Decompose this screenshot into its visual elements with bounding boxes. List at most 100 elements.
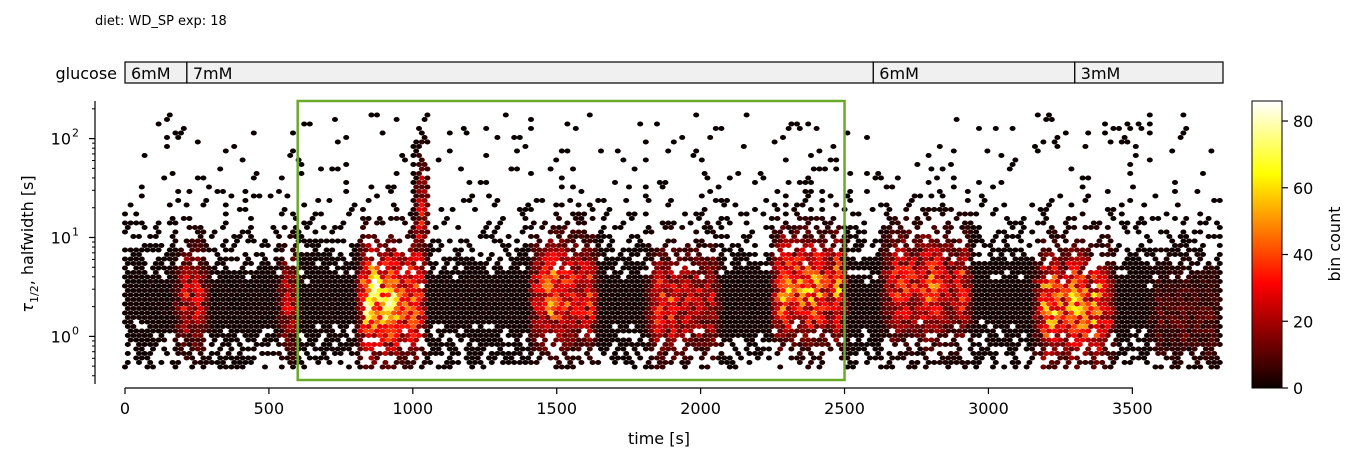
hexbin-cell [973, 364, 980, 370]
hexbin-cell [522, 261, 529, 266]
hexbin-cell [407, 274, 414, 280]
hexbin-cell [690, 153, 697, 158]
hexbin-cell [948, 351, 954, 356]
hexbin-cell [875, 288, 882, 293]
hexbin-cell [805, 121, 812, 127]
hexbin-cell [360, 270, 366, 275]
hexbin-cell [500, 324, 506, 329]
hexbin-cell [220, 225, 226, 230]
hexbin-cell [914, 252, 921, 257]
hexbin-cell [334, 319, 341, 325]
hexbin-cell [808, 297, 814, 302]
hexbin-cell [746, 324, 753, 329]
hexbin-cell [1093, 279, 1100, 284]
hexbin-cell [186, 225, 193, 230]
hexbin-cell [301, 283, 308, 289]
hexbin-cell [701, 297, 708, 302]
hexbin-cell [435, 157, 442, 163]
hexbin-cell [217, 256, 224, 262]
hexbin-cell [922, 301, 929, 307]
hexbin-cell [155, 319, 162, 325]
hexbin-cell [284, 274, 291, 280]
hexbin-cell [1071, 306, 1078, 311]
hexbin-cell [276, 234, 282, 239]
hexbin-cell [788, 283, 795, 289]
hexbin-cell [477, 261, 484, 266]
hexbin-cell [883, 265, 890, 271]
hexbin-cell [208, 333, 215, 338]
hexbin-cell [245, 292, 252, 298]
hexbin-cell [763, 324, 770, 329]
hexbin-cell [516, 288, 523, 293]
hexbin-cell [192, 225, 198, 230]
hexbin-cell [497, 310, 504, 316]
hexbin-cell [906, 202, 912, 208]
hexbin-cell [472, 306, 478, 311]
hexbin-cell [346, 319, 352, 325]
hexbin-cell [547, 238, 554, 244]
hexbin-cell [609, 355, 616, 361]
hexbin-cell [298, 306, 305, 311]
hexbin-cell [416, 207, 422, 212]
hexbin-cell [595, 306, 602, 311]
hexbin-cell [894, 337, 901, 343]
hexbin-cell [572, 297, 579, 302]
hexbin-cell [850, 292, 856, 298]
glucose-segment-label: 6mM [879, 64, 919, 83]
hexbin-cell [726, 310, 733, 316]
hexbin-cell [320, 351, 327, 356]
hexbin-cell [1065, 306, 1072, 311]
hexbin-cell [421, 252, 428, 257]
hexbin-cell [864, 261, 870, 266]
hexbin-cell [556, 297, 562, 302]
hexbin-cell [987, 279, 994, 284]
hexbin-cell [732, 319, 739, 325]
hexbin-cell [894, 301, 901, 307]
hexbin-cell [1088, 288, 1094, 293]
hexbin-cell [1054, 288, 1061, 293]
hexbin-cell [416, 324, 422, 329]
hexbin-cell [931, 225, 938, 230]
hexbin-cell [802, 324, 809, 329]
hexbin-cell [1116, 243, 1122, 248]
hexbin-cell [830, 315, 837, 320]
hexbin-cell [752, 270, 758, 275]
hexbin-cell [508, 166, 515, 172]
hexbin-cell [357, 319, 364, 325]
hexbin-cell [850, 364, 856, 370]
hexbin-cell [497, 238, 504, 244]
hexbin-cell [614, 355, 621, 361]
hexbin-cell [782, 283, 789, 289]
hexbin-cell [564, 292, 571, 298]
hexbin-cell [676, 301, 683, 307]
hexbin-cell [298, 324, 305, 329]
hexbin-cell [284, 310, 291, 316]
hexbin-cell [931, 324, 938, 329]
hexbin-cell [925, 315, 932, 320]
hexbin-cell [684, 324, 691, 329]
hexbin-cell [494, 135, 501, 140]
hexbin-cell [514, 292, 520, 298]
hexbin-cell [315, 306, 322, 311]
hexbin-cell [1127, 306, 1134, 311]
hexbin-cell [768, 261, 775, 266]
hexbin-cell [799, 283, 806, 289]
hexbin-cell [477, 360, 484, 365]
hexbin-cell [458, 319, 464, 325]
hexbin-cell [936, 351, 943, 356]
hexbin-cell [376, 306, 383, 311]
hexbin-cell [385, 328, 392, 334]
hexbin-cell [164, 297, 170, 302]
hexbin-cell [880, 315, 887, 320]
hexbin-cell [480, 265, 487, 271]
hexbin-cell [718, 306, 725, 311]
hexbin-cell [763, 270, 770, 275]
hexbin-cell [239, 364, 246, 370]
hexbin-cell [371, 342, 378, 347]
hexbin-cell [1121, 324, 1128, 329]
hexbin-cell [564, 337, 571, 343]
hexbin-cell [942, 315, 949, 320]
hexbin-cell [446, 130, 453, 136]
hexbin-cell [967, 292, 974, 298]
hexbin-cell [466, 297, 473, 302]
